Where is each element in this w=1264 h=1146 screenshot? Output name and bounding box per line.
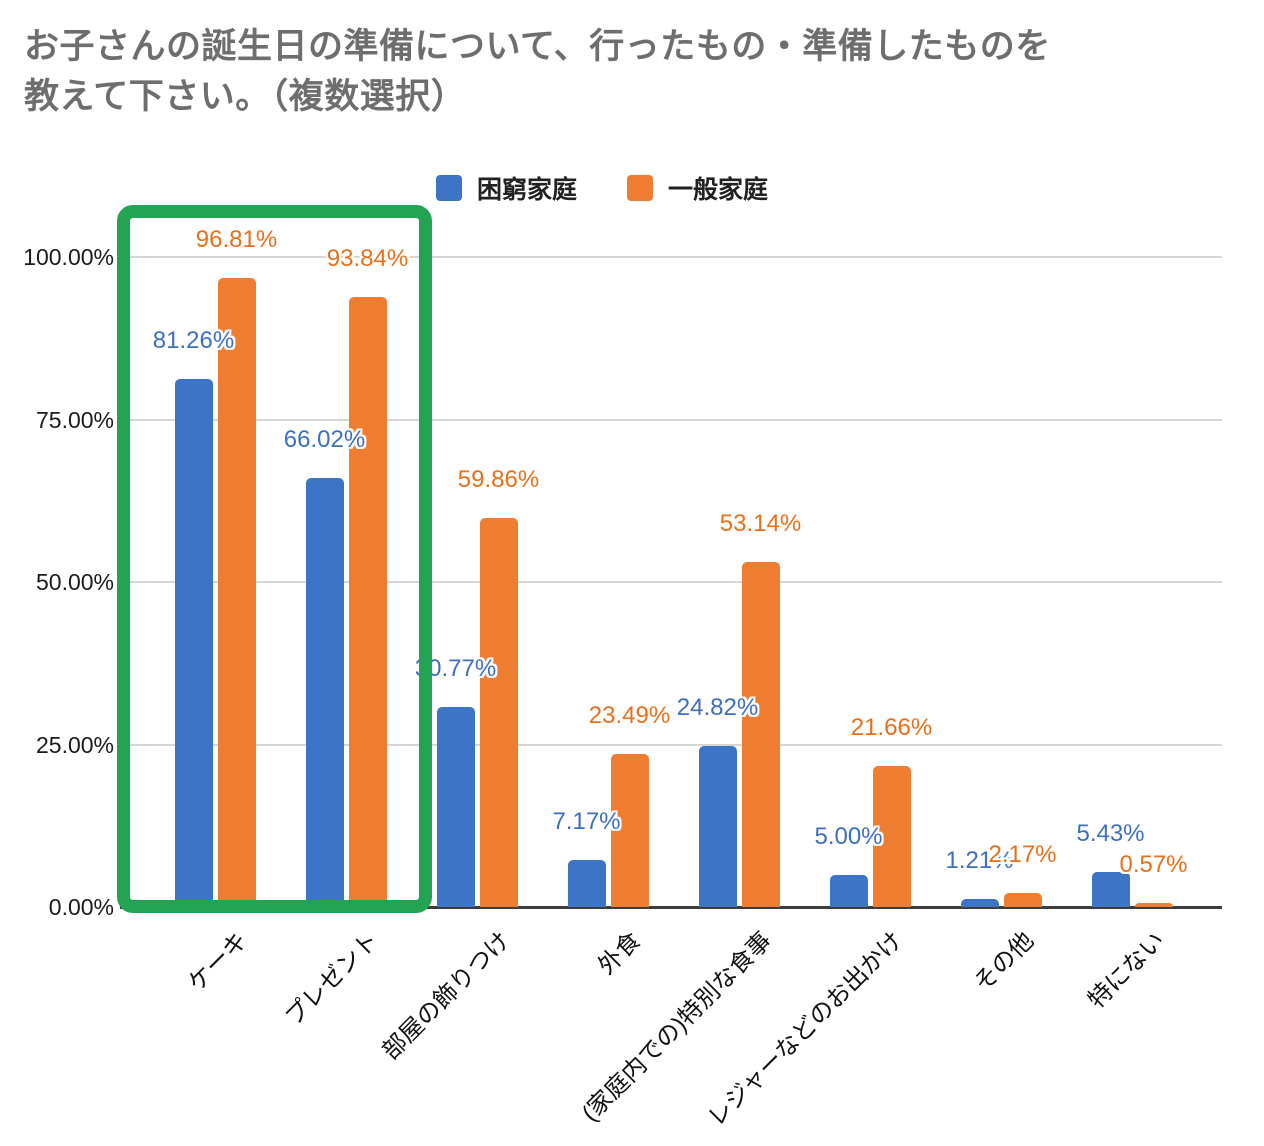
x-category-label: その他: [969, 926, 1040, 997]
series1-color-swatch: [435, 175, 462, 201]
bar-series1: [567, 860, 606, 907]
legend-item-series2: 一般家庭: [627, 170, 768, 206]
y-axis-tick-label: 100.00%: [23, 244, 114, 270]
bar-value-label: 81.26%: [152, 326, 235, 354]
y-axis-tick-label: 0.00%: [48, 894, 114, 920]
bar-series2: [479, 517, 518, 907]
bar-series1: [698, 745, 737, 907]
bar-series2: [610, 754, 649, 907]
gridline: [120, 418, 1222, 421]
series2-color-swatch: [627, 175, 653, 201]
bar-value-label: 96.81%: [195, 225, 278, 253]
bar-value-label: 2.17%: [988, 840, 1057, 868]
bar-value-label: 21.66%: [850, 714, 933, 742]
bar-series2: [217, 277, 256, 907]
chart-title: お子さんの誕生日の準備について、行ったもの・準備したものを 教えて下さい。（複数…: [24, 22, 1224, 122]
bar-series2: [1003, 892, 1042, 907]
gridline: [120, 256, 1222, 258]
bar-value-label: 59.86%: [457, 465, 540, 493]
x-category-label: 特にない: [1083, 926, 1171, 1014]
bar-series1: [305, 477, 344, 907]
chart-title-line1: お子さんの誕生日の準備について、行ったもの・準備したものを: [24, 27, 1051, 66]
x-category-label: プレゼント: [280, 926, 385, 1031]
gridline: [120, 743, 1222, 746]
x-category-label: ケーキ: [183, 926, 254, 997]
bar-series2: [872, 766, 911, 907]
bar-series1: [174, 378, 213, 907]
legend-label-series2: 一般家庭: [668, 176, 769, 204]
bar-value-label: 5.43%: [1076, 819, 1145, 847]
highlight-rectangle: [117, 205, 432, 913]
bar-value-label: 24.82%: [676, 693, 759, 721]
bar-value-label: 7.17%: [552, 808, 621, 836]
bar-value-label: 1.21%: [945, 847, 1014, 875]
legend-label-series1: 困窮家庭: [476, 176, 577, 204]
bar-series2: [348, 297, 387, 907]
bar-value-label: 93.84%: [326, 245, 409, 273]
x-axis-line: [120, 906, 1222, 909]
bar-value-label: 23.49%: [588, 702, 671, 730]
y-axis-tick-label: 50.00%: [35, 569, 114, 595]
bar-series1: [436, 706, 475, 907]
bar-value-label: 5.00%: [814, 822, 883, 850]
x-category-label: 部屋の飾りつけ: [376, 926, 516, 1066]
chart-title-line2: 教えて下さい。（複数選択）: [24, 77, 467, 116]
gridline: [120, 581, 1222, 583]
y-axis-tick-label: 25.00%: [35, 731, 114, 758]
bar-series1: [960, 899, 999, 907]
bar-series1: [829, 874, 868, 907]
bar-series2: [741, 561, 780, 907]
y-axis-tick-label: 75.00%: [35, 406, 114, 433]
bar-value-label: 66.02%: [283, 425, 366, 453]
bar-series2: [1134, 903, 1173, 907]
x-category-label: 外食: [593, 926, 647, 980]
bar-series1: [1091, 871, 1130, 907]
bar-value-label: 0.57%: [1119, 851, 1188, 879]
legend-item-series1: 困窮家庭: [435, 170, 577, 206]
legend: 困窮家庭 一般家庭: [0, 170, 1264, 206]
bar-value-label: 53.14%: [719, 509, 802, 537]
